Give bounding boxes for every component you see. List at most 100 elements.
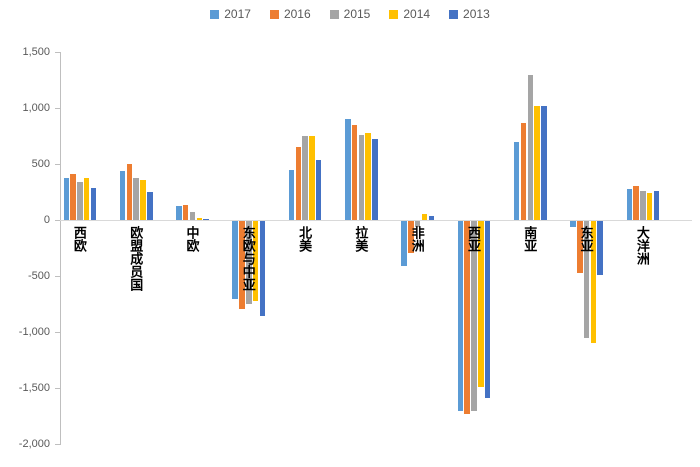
- legend-label: 2014: [403, 7, 431, 21]
- category-label: 东亚: [578, 226, 594, 252]
- bar-2015: [77, 181, 83, 220]
- bar-2017: [513, 141, 520, 220]
- bar-2016: [633, 186, 639, 220]
- bar-2014: [534, 106, 540, 220]
- bar-2015: [358, 134, 365, 220]
- y-axis-tick: [55, 164, 60, 165]
- category-label: 大洋洲: [634, 226, 650, 265]
- bar-2016: [520, 123, 527, 220]
- bar-2014: [590, 221, 597, 344]
- legend-label: 2016: [283, 7, 311, 21]
- y-axis-tick: [55, 444, 60, 445]
- bar-2013: [147, 192, 153, 220]
- legend-item: 2017: [210, 7, 251, 21]
- legend-label: 2013: [463, 7, 490, 21]
- bar-2016: [408, 221, 414, 254]
- bar-2015: [583, 221, 590, 339]
- bar-2015: [527, 74, 534, 220]
- bar-2016: [351, 125, 358, 220]
- bar-2017: [232, 221, 238, 300]
- bar-2013: [597, 221, 603, 275]
- bar-2016: [70, 174, 76, 220]
- bar-2014: [646, 193, 653, 220]
- chart-legend: 2017 2016 2015 2014 2013: [0, 7, 700, 21]
- zero-axis-line: [60, 220, 692, 221]
- bar-2016: [295, 147, 302, 220]
- y-axis-tick-label: -2,000: [18, 438, 50, 450]
- y-axis-tick: [55, 332, 60, 333]
- y-axis-tick-label: -1,500: [18, 382, 50, 394]
- y-axis-tick: [55, 108, 60, 109]
- bar-2013: [315, 160, 322, 220]
- category-label: 非洲: [409, 226, 425, 252]
- bar-2015: [414, 221, 421, 228]
- y-axis-tick-label: 1,500: [22, 46, 50, 58]
- category-label: 南亚: [522, 226, 538, 252]
- bar-2017: [626, 189, 633, 220]
- bar-2016: [126, 164, 133, 220]
- bar-2015: [133, 178, 139, 220]
- legend-swatch-icon: [389, 9, 399, 19]
- bar-2014: [252, 221, 259, 302]
- y-axis-tick: [55, 388, 60, 389]
- legend-label: 2015: [343, 7, 371, 21]
- bar-2013: [541, 106, 547, 220]
- legend-swatch-icon: [329, 9, 339, 19]
- bar-2014: [196, 218, 203, 220]
- category-label: 中欧: [184, 226, 200, 252]
- bar-2014: [140, 180, 146, 220]
- bar-2014: [83, 178, 90, 220]
- y-axis-tick-label: 500: [31, 158, 50, 170]
- bar-2017: [457, 221, 464, 412]
- category-label: 西欧: [71, 226, 87, 252]
- bar-2017: [570, 221, 576, 227]
- bar-2015: [302, 136, 308, 220]
- bar-2017: [288, 170, 295, 220]
- bar-2016: [239, 221, 245, 309]
- bar-2013: [484, 221, 491, 398]
- y-axis-tick-label: -1,000: [18, 326, 50, 338]
- legend-label: 2017: [224, 7, 251, 21]
- bar-2015: [471, 221, 477, 412]
- bar-2016: [577, 221, 583, 274]
- bar-2016: [182, 204, 189, 220]
- bar-2013: [259, 221, 266, 317]
- bar-2017: [345, 119, 351, 220]
- bar-2014: [478, 221, 484, 387]
- bar-2013: [428, 216, 435, 220]
- category-label: 拉美: [353, 226, 369, 252]
- legend-item: 2016: [269, 7, 311, 21]
- bar-2013: [90, 188, 97, 220]
- legend-swatch-icon: [269, 9, 279, 19]
- legend-item: 2015: [329, 7, 371, 21]
- bar-2014: [309, 136, 315, 220]
- bar-2015: [246, 221, 252, 304]
- y-axis-tick: [55, 220, 60, 221]
- y-axis-tick-label: 0: [43, 214, 50, 226]
- bar-2013: [203, 218, 209, 220]
- bar-2017: [119, 170, 126, 220]
- category-label: 西亚: [466, 226, 481, 252]
- y-axis-tick: [55, 52, 60, 53]
- legend-item: 2013: [449, 7, 490, 21]
- category-label: 欧盟成员国: [128, 226, 144, 291]
- bar-2017: [63, 178, 70, 220]
- bar-2013: [372, 139, 378, 220]
- bar-2014: [421, 213, 428, 220]
- bar-2014: [365, 132, 371, 220]
- y-axis-tick-label: -500: [27, 270, 50, 282]
- bar-2015: [189, 212, 196, 220]
- bar-2016: [464, 221, 470, 414]
- category-label: 北美: [297, 226, 313, 252]
- y-axis-tick-label: 1,000: [22, 102, 50, 114]
- bar-2015: [640, 190, 646, 220]
- legend-item: 2014: [389, 7, 430, 21]
- y-axis-tick: [55, 276, 60, 277]
- bar-2013: [653, 190, 660, 220]
- legend-swatch-icon: [210, 9, 220, 19]
- legend-swatch-icon: [449, 9, 459, 19]
- y-axis-line: [60, 52, 61, 445]
- bar-2017: [176, 206, 182, 220]
- bar-2017: [401, 221, 407, 267]
